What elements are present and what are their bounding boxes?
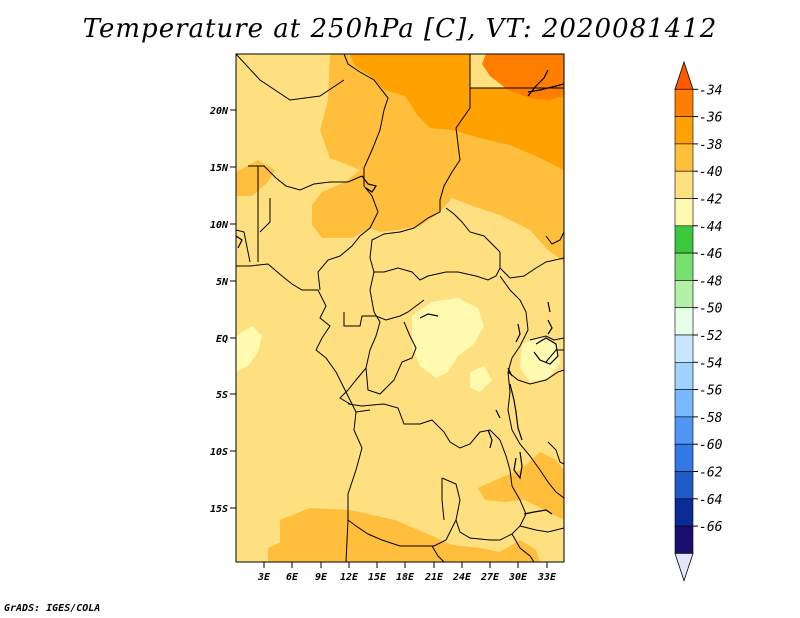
colorbar-swatch — [674, 280, 694, 308]
lat-label: 10S — [210, 447, 228, 458]
lat-labels: 20N 15N 10N 5N EQ 5S 10S 15S — [209, 106, 229, 515]
lon-label: 33E — [537, 572, 557, 583]
colorbar-label: -56 — [699, 384, 723, 399]
temperature-field — [236, 54, 564, 562]
colorbar-swatch — [674, 143, 694, 172]
colorbar-label: -42 — [699, 193, 723, 208]
lat-axis — [230, 109, 236, 509]
lat-label: 20N — [209, 106, 229, 117]
colorbar-swatch — [674, 89, 694, 117]
lon-label: 21E — [424, 572, 444, 583]
lon-label: 30E — [508, 572, 528, 583]
lat-label: 5S — [216, 390, 228, 401]
colorbar-label: -34 — [699, 83, 722, 98]
lon-label: 9E — [315, 572, 328, 583]
lon-label: 3E — [257, 572, 271, 583]
lon-label: 24E — [452, 572, 472, 583]
colorbar-label: -50 — [699, 302, 723, 317]
colorbar-label: -54 — [699, 356, 722, 371]
country-borders — [236, 54, 564, 562]
lake-tanganyika — [509, 383, 523, 441]
colorbar-label: -38 — [699, 138, 723, 153]
lake-kyoga — [547, 319, 553, 335]
lake-kariba — [523, 509, 553, 515]
chart-title: Temperature at 250hPa [C], VT: 202008141… — [82, 14, 718, 44]
colorbar-swatch — [674, 389, 694, 418]
lat-label: EQ — [216, 334, 228, 345]
colorbar-swatch — [674, 525, 694, 554]
lon-label: 15E — [368, 572, 387, 583]
colorbar-swatch — [674, 361, 694, 390]
colorbar-arrow-bottom — [674, 553, 694, 582]
lake-turkana — [547, 301, 551, 313]
lake-volta — [236, 235, 243, 249]
field-band-40-38-west — [236, 160, 275, 196]
colorbar-label: -46 — [699, 247, 723, 262]
colorbar-swatch — [674, 334, 694, 363]
colorbar-label: -52 — [699, 329, 723, 344]
lon-label: 12E — [340, 572, 359, 583]
colorbar-label: -64 — [699, 493, 722, 508]
lakes-rivers — [236, 69, 564, 515]
plot-frame — [235, 53, 565, 563]
lake-malawi — [513, 451, 523, 480]
colorbar: -34 -36 -38 -40 -42 -44 -46 -48 -50 -52 -54 -56 -58 -… — [674, 60, 723, 582]
colorbar-label: -40 — [699, 165, 723, 180]
colorbar-label: -62 — [699, 466, 723, 481]
colorbar-swatch — [674, 170, 694, 199]
lake-albert — [515, 323, 521, 343]
colorbar-swatch — [674, 198, 694, 227]
lat-label: 15N — [210, 163, 229, 174]
colorbar-label: -58 — [699, 411, 723, 426]
colorbar-swatch — [674, 471, 694, 500]
colorbar-swatch — [674, 307, 694, 336]
colorbar-label: -60 — [699, 438, 723, 453]
colorbar-label: -44 — [699, 220, 722, 235]
field-band-38-36 — [350, 54, 564, 170]
lon-label: 18E — [396, 572, 415, 583]
colorbar-swatch — [674, 498, 694, 527]
field-band-40-38-se — [478, 452, 564, 520]
colorbar-swatch — [674, 225, 694, 254]
lake-mweru — [487, 429, 493, 449]
colorbar-label: -36 — [699, 111, 723, 126]
red-sea-coast — [527, 83, 564, 93]
lake-bangweulu — [495, 409, 501, 419]
lake-mai-ndombe — [419, 313, 439, 319]
lat-label: 15S — [210, 504, 228, 515]
field-band-44-42-west — [236, 326, 262, 372]
lake-victoria — [533, 337, 559, 365]
field-band-44-42-small — [470, 366, 492, 392]
lake-kivu — [507, 367, 513, 377]
lat-label: 5N — [216, 277, 229, 288]
colorbar-swatch — [674, 416, 694, 445]
lon-label: 27E — [480, 572, 500, 583]
lat-label: 10N — [210, 220, 229, 231]
field-band-40-38-sw — [268, 538, 300, 562]
field-band-44-42-center — [412, 298, 484, 378]
field-band-40-38-south — [280, 508, 540, 562]
lon-axis — [263, 562, 548, 568]
colorbar-arrow-top — [674, 60, 694, 90]
colorbar-swatch — [674, 116, 694, 145]
colorbar-swatch — [674, 252, 694, 281]
colorbar-label: -48 — [699, 274, 723, 289]
lake-chad — [361, 175, 377, 193]
grads-credit: GrADS: IGES/COLA — [4, 603, 101, 614]
colorbar-label: -66 — [699, 520, 723, 535]
colorbar-swatch — [674, 443, 694, 472]
lon-labels: 3E 6E 9E 12E 15E 18E 21E 24E 27E 30E 33E — [257, 572, 557, 583]
field-band-44-42-east — [520, 336, 560, 382]
lon-label: 6E — [286, 572, 299, 583]
